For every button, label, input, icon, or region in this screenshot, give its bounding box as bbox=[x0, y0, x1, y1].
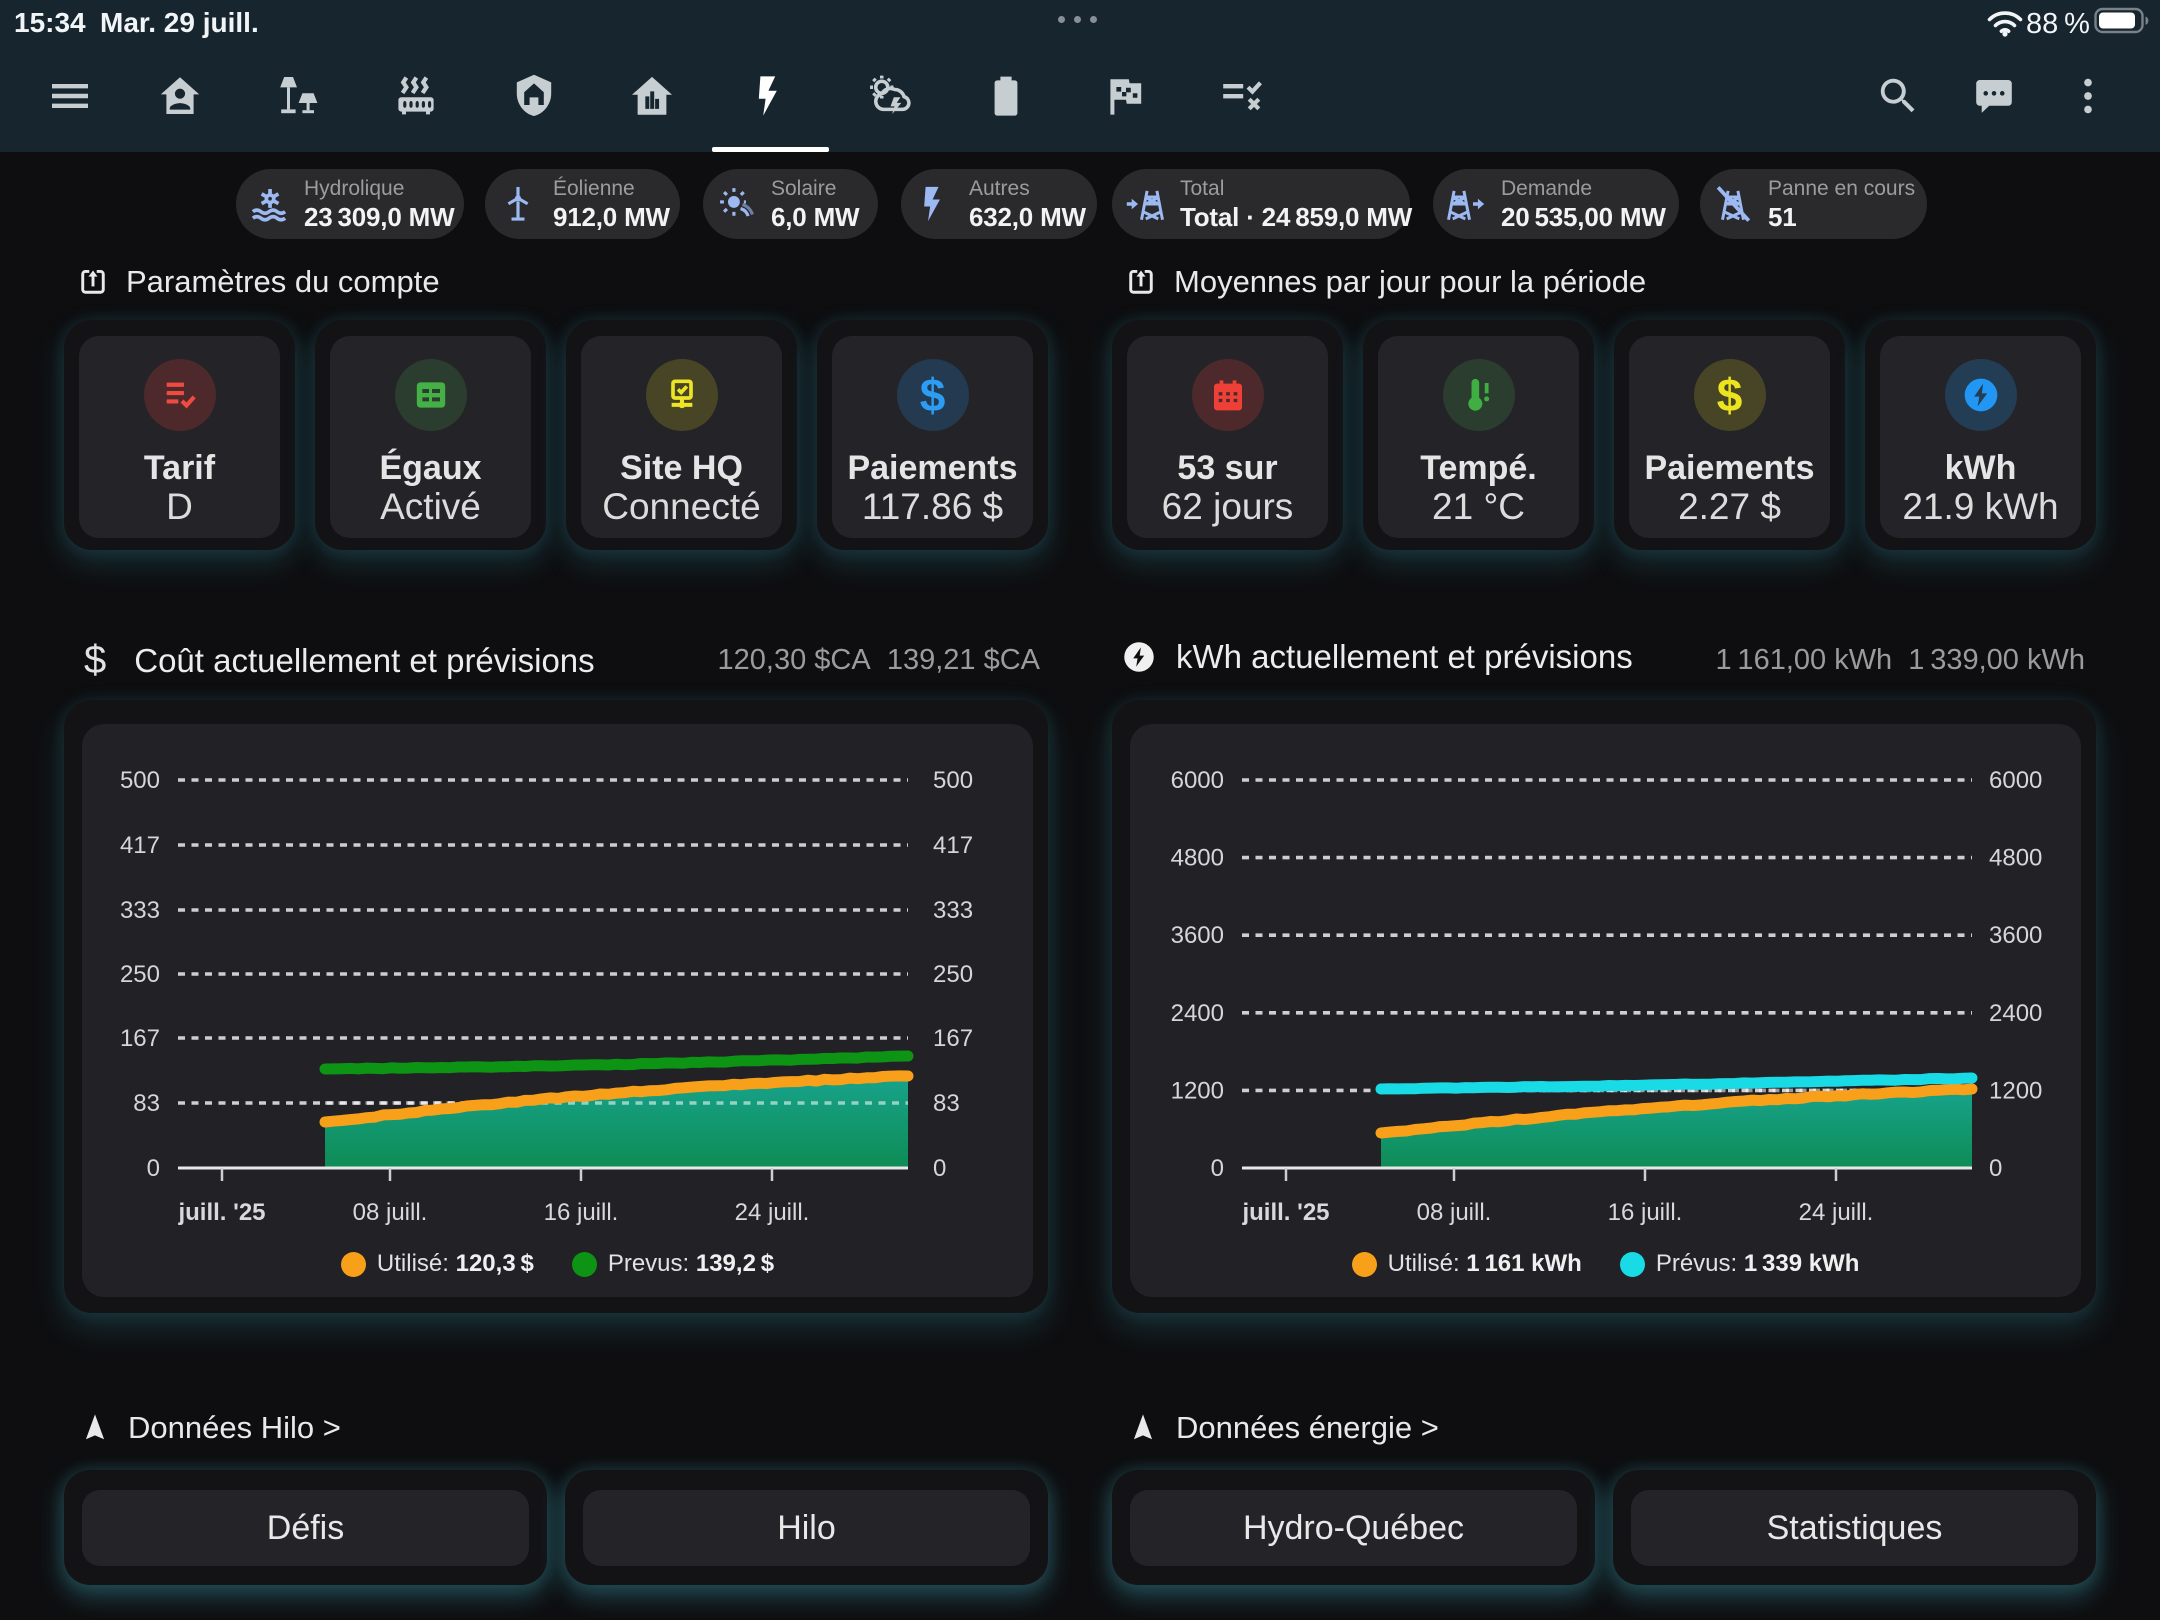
svg-text:juill. '25: juill. '25 bbox=[1241, 1199, 1329, 1226]
svg-text:24 juill.: 24 juill. bbox=[1799, 1199, 1874, 1226]
svg-text:0: 0 bbox=[147, 1155, 160, 1182]
svg-text:08 juill.: 08 juill. bbox=[1417, 1199, 1492, 1226]
svg-text:167: 167 bbox=[120, 1025, 160, 1052]
svg-text:24 juill.: 24 juill. bbox=[735, 1199, 810, 1226]
svg-text:4800: 4800 bbox=[1989, 845, 2042, 872]
svg-text:0: 0 bbox=[1989, 1155, 2002, 1182]
svg-text:250: 250 bbox=[120, 961, 160, 988]
svg-text:2400: 2400 bbox=[1989, 1000, 2042, 1027]
svg-text:0: 0 bbox=[933, 1155, 946, 1182]
svg-text:250: 250 bbox=[933, 961, 973, 988]
svg-text:83: 83 bbox=[933, 1090, 960, 1117]
svg-text:1200: 1200 bbox=[1171, 1077, 1224, 1104]
svg-text:333: 333 bbox=[933, 897, 973, 924]
svg-text:08 juill.: 08 juill. bbox=[353, 1199, 428, 1226]
svg-text:500: 500 bbox=[120, 767, 160, 794]
svg-text:6000: 6000 bbox=[1171, 767, 1224, 794]
svg-text:4800: 4800 bbox=[1171, 845, 1224, 872]
svg-text:333: 333 bbox=[120, 897, 160, 924]
svg-text:167: 167 bbox=[933, 1025, 973, 1052]
svg-text:417: 417 bbox=[933, 832, 973, 859]
svg-text:500: 500 bbox=[933, 767, 973, 794]
svg-text:1200: 1200 bbox=[1989, 1077, 2042, 1104]
svg-text:3600: 3600 bbox=[1171, 922, 1224, 949]
svg-text:3600: 3600 bbox=[1989, 922, 2042, 949]
svg-text:juill. '25: juill. '25 bbox=[177, 1199, 265, 1226]
svg-text:16 juill.: 16 juill. bbox=[544, 1199, 619, 1226]
svg-text:6000: 6000 bbox=[1989, 767, 2042, 794]
svg-text:2400: 2400 bbox=[1171, 1000, 1224, 1027]
svg-text:16 juill.: 16 juill. bbox=[1608, 1199, 1683, 1226]
svg-text:0: 0 bbox=[1211, 1155, 1224, 1182]
svg-text:417: 417 bbox=[120, 832, 160, 859]
svg-text:83: 83 bbox=[133, 1090, 160, 1117]
